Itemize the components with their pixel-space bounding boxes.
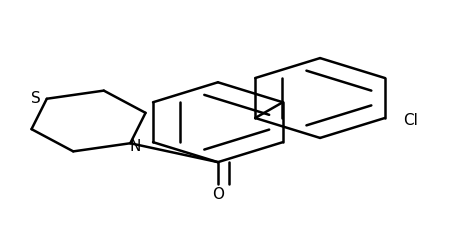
- Text: N: N: [129, 139, 140, 154]
- Text: Cl: Cl: [403, 113, 418, 128]
- Text: O: O: [212, 187, 224, 202]
- Text: S: S: [30, 91, 40, 106]
